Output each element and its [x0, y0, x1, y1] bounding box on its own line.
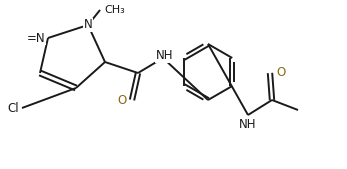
Text: O: O: [118, 93, 127, 106]
Text: NH: NH: [239, 118, 257, 131]
Text: CH₃: CH₃: [104, 5, 125, 15]
Text: =N: =N: [26, 31, 45, 44]
Text: Cl: Cl: [7, 102, 19, 115]
Text: NH: NH: [156, 49, 174, 62]
Text: O: O: [276, 66, 285, 79]
Text: N: N: [84, 18, 92, 31]
